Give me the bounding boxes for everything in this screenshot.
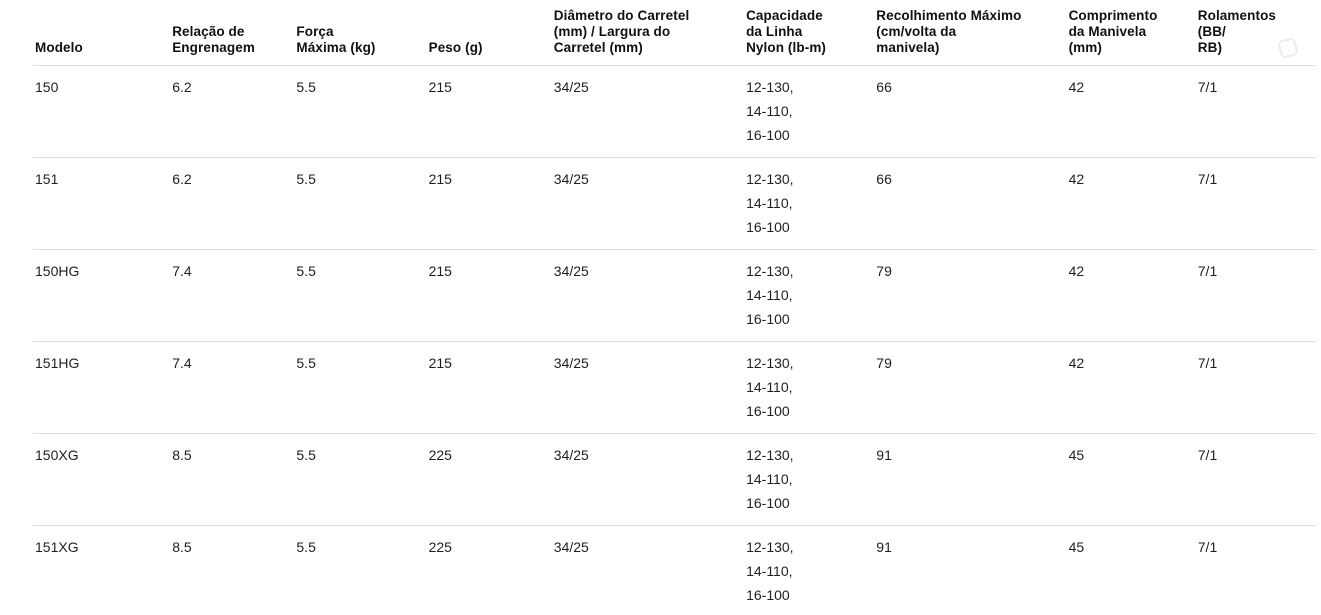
header-row: Modelo Relação de Engrenagem Força Máxim… bbox=[33, 0, 1315, 66]
cell-recolhimento: 66 bbox=[874, 157, 1067, 250]
cell-peso: 215 bbox=[426, 341, 552, 434]
cell-peso: 215 bbox=[426, 249, 552, 342]
cell-forca: 5.5 bbox=[294, 65, 427, 158]
cell-rolamentos: 7/1 bbox=[1195, 433, 1315, 526]
cell-modelo: 151XG bbox=[33, 525, 171, 615]
cell-comprimento: 45 bbox=[1066, 525, 1196, 615]
table-row: 151XG 8.5 5.5 225 34/25 12-130, 14-110, … bbox=[33, 525, 1315, 615]
cell-peso: 225 bbox=[426, 525, 552, 615]
cell-forca: 5.5 bbox=[294, 157, 427, 250]
cell-capacidade: 12-130, 14-110, 16-100 bbox=[744, 157, 875, 250]
cell-forca: 5.5 bbox=[294, 249, 427, 342]
cell-recolhimento: 66 bbox=[874, 65, 1067, 158]
cell-diametro: 34/25 bbox=[551, 433, 745, 526]
cell-rolamentos: 7/1 bbox=[1195, 249, 1315, 342]
cell-peso: 215 bbox=[426, 157, 552, 250]
cell-diametro: 34/25 bbox=[551, 157, 745, 250]
cell-forca: 5.5 bbox=[294, 525, 427, 615]
column-header-forca: Força Máxima (kg) bbox=[294, 0, 427, 66]
cell-diametro: 34/25 bbox=[551, 525, 745, 615]
cell-relacao: 8.5 bbox=[170, 525, 295, 615]
table-row: 151 6.2 5.5 215 34/25 12-130, 14-110, 16… bbox=[33, 157, 1315, 250]
cell-capacidade: 12-130, 14-110, 16-100 bbox=[744, 433, 875, 526]
cell-forca: 5.5 bbox=[294, 433, 427, 526]
column-header-recolhimento: Recolhimento Máximo (cm/volta da manivel… bbox=[874, 0, 1067, 66]
cell-capacidade: 12-130, 14-110, 16-100 bbox=[744, 525, 875, 615]
column-header-diametro: Diâmetro do Carretel (mm) / Largura do C… bbox=[551, 0, 745, 66]
cell-capacidade: 12-130, 14-110, 16-100 bbox=[744, 65, 875, 158]
cell-modelo: 151 bbox=[33, 157, 171, 250]
cell-relacao: 6.2 bbox=[170, 157, 295, 250]
cell-forca: 5.5 bbox=[294, 341, 427, 434]
reel-spec-table: Modelo Relação de Engrenagem Força Máxim… bbox=[33, 0, 1315, 615]
cell-recolhimento: 91 bbox=[874, 525, 1067, 615]
cell-modelo: 150XG bbox=[33, 433, 171, 526]
column-header-comprimento: Comprimento da Manivela (mm) bbox=[1066, 0, 1196, 66]
cell-rolamentos: 7/1 bbox=[1195, 65, 1315, 158]
column-header-modelo: Modelo bbox=[33, 0, 171, 66]
cell-modelo: 150HG bbox=[33, 249, 171, 342]
cell-diametro: 34/25 bbox=[551, 65, 745, 158]
cell-peso: 225 bbox=[426, 433, 552, 526]
cell-capacidade: 12-130, 14-110, 16-100 bbox=[744, 341, 875, 434]
cell-comprimento: 45 bbox=[1066, 433, 1196, 526]
table-row: 150 6.2 5.5 215 34/25 12-130, 14-110, 16… bbox=[33, 65, 1315, 158]
column-header-capacidade: Capacidade da Linha Nylon (lb-m) bbox=[744, 0, 875, 66]
cell-recolhimento: 91 bbox=[874, 433, 1067, 526]
cell-comprimento: 42 bbox=[1066, 249, 1196, 342]
cell-peso: 215 bbox=[426, 65, 552, 158]
cell-relacao: 8.5 bbox=[170, 433, 295, 526]
cell-modelo: 151HG bbox=[33, 341, 171, 434]
cell-rolamentos: 7/1 bbox=[1195, 525, 1315, 615]
cell-recolhimento: 79 bbox=[874, 341, 1067, 434]
table-row: 151HG 7.4 5.5 215 34/25 12-130, 14-110, … bbox=[33, 341, 1315, 434]
cell-rolamentos: 7/1 bbox=[1195, 157, 1315, 250]
cell-relacao: 6.2 bbox=[170, 65, 295, 158]
column-header-peso: Peso (g) bbox=[426, 0, 552, 66]
cell-relacao: 7.4 bbox=[170, 341, 295, 434]
cell-diametro: 34/25 bbox=[551, 341, 745, 434]
cell-relacao: 7.4 bbox=[170, 249, 295, 342]
cell-comprimento: 42 bbox=[1066, 65, 1196, 158]
cell-comprimento: 42 bbox=[1066, 157, 1196, 250]
table-row: 150HG 7.4 5.5 215 34/25 12-130, 14-110, … bbox=[33, 249, 1315, 342]
cell-rolamentos: 7/1 bbox=[1195, 341, 1315, 434]
cell-recolhimento: 79 bbox=[874, 249, 1067, 342]
cell-comprimento: 42 bbox=[1066, 341, 1196, 434]
cell-diametro: 34/25 bbox=[551, 249, 745, 342]
cell-modelo: 150 bbox=[33, 65, 171, 158]
cell-capacidade: 12-130, 14-110, 16-100 bbox=[744, 249, 875, 342]
column-header-relacao: Relação de Engrenagem bbox=[170, 0, 295, 66]
table-row: 150XG 8.5 5.5 225 34/25 12-130, 14-110, … bbox=[33, 433, 1315, 526]
column-header-rolamentos: Rolamentos (BB/ RB) bbox=[1195, 0, 1315, 66]
